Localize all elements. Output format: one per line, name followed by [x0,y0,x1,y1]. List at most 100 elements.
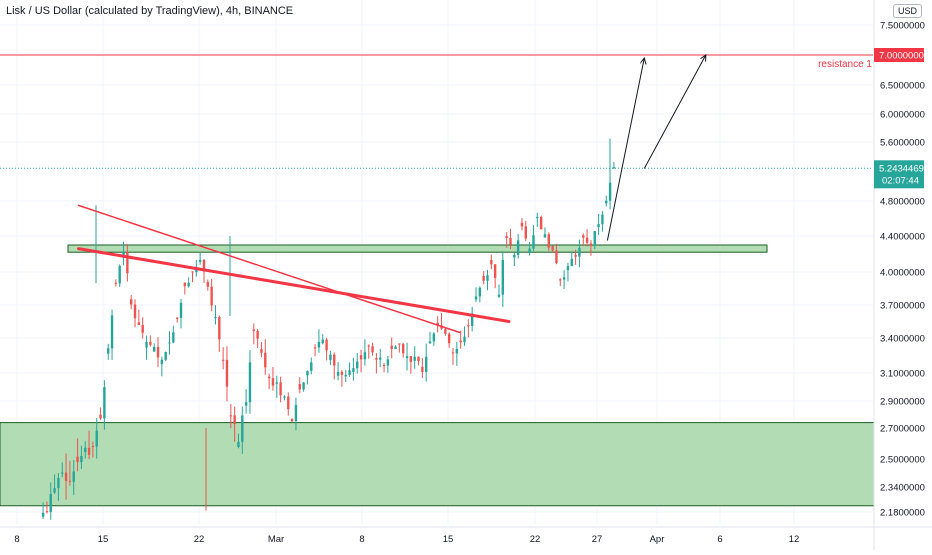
resistance-price-label: 7.0000000 [879,51,924,62]
candle-body [267,376,271,379]
candle-body [198,259,202,262]
candle-body [593,231,596,246]
candle-body [317,342,321,348]
candle-body [589,243,593,246]
candle-body [390,345,393,350]
candle-body [57,478,60,489]
candle-body [294,405,298,422]
candle-body [578,247,581,257]
y-tick-label: 2.9000000 [880,397,925,408]
candle-body [513,254,516,258]
candle-body [467,325,470,327]
candle-body [271,378,275,386]
y-tick-label: 5.6000000 [880,138,925,149]
candle-body [103,387,106,419]
candle-body [543,234,547,238]
candle-body [114,282,118,284]
x-tick-label: 15 [98,534,109,545]
candle-body [287,396,290,410]
candle-body [279,382,282,396]
candle-body [371,346,374,353]
candle-body [45,511,49,513]
candle-body [612,167,616,169]
candle-body [505,236,508,238]
candle-body [206,281,210,287]
x-tick-label: 6 [717,534,722,545]
candle-body [118,265,121,284]
candle-body [367,345,370,347]
candle-body [149,341,152,345]
candle-body [218,317,221,340]
projection-arrow [606,58,644,241]
candle-body [260,349,263,353]
candle-body [107,348,110,354]
candle-body [413,356,416,361]
candle-body [214,317,217,319]
candle-body [382,365,386,367]
candle-body [497,294,501,297]
candle-body [363,352,367,360]
candle-body [428,341,432,344]
currency-button[interactable]: USD [892,4,922,18]
y-tick-label: 3.1000000 [880,369,925,380]
y-tick-label: 2.7000000 [880,424,925,435]
candle-body [283,396,286,398]
candle-body [91,446,95,448]
candle-body [352,368,355,372]
candle-body [137,322,141,325]
candle-body [463,336,466,343]
upper-trendline [77,204,461,334]
candle-body [421,366,424,372]
candle-body [398,343,401,345]
candle-body [202,259,206,272]
candle-body [126,252,129,274]
breakout-zone [67,244,768,253]
candle-body [129,299,133,305]
candle-body [244,402,248,406]
candle-body [168,342,171,344]
candle-body [160,359,164,365]
candle-body [359,355,363,360]
candle-body [340,371,344,375]
candle-body [402,343,405,354]
x-tick-label: 8 [14,534,19,545]
candle-body [585,237,589,243]
price-axis-background [874,0,932,550]
y-tick-label: 2.3400000 [880,483,925,494]
y-tick-label: 2.1800000 [880,508,925,519]
candle-body [68,480,72,482]
resistance-label: resistance 1 [818,59,872,70]
candle-body [313,347,317,349]
candle-body [436,322,439,326]
x-tick-label: Mar [268,534,284,545]
candle-body [348,370,351,375]
resistance-price-tag [874,48,924,62]
candle-body [509,237,512,245]
candle-body [539,216,543,230]
y-tick-label: 3.7000000 [880,301,925,312]
candle-body [122,252,125,256]
candle-body [447,333,451,344]
candle-body [409,356,413,362]
x-tick-label: 22 [530,534,541,545]
candle-body [493,264,497,278]
candle-body [394,346,397,350]
candle-body [482,275,485,281]
candle-body [597,224,600,228]
candle-body [256,330,259,339]
candle-body [41,512,45,517]
candle-body [455,348,459,354]
last-price-label: 5.2434469 [879,163,924,174]
candle-body [145,341,148,348]
candle-body [605,200,608,204]
candle-body [356,361,359,369]
candle-body [290,418,294,422]
x-tick-label: 22 [194,534,205,545]
candle-body [375,357,378,360]
candle-body [53,488,56,493]
candle-body [133,304,137,319]
candle-body [298,383,301,390]
y-tick-label: 3.4000000 [880,334,925,345]
